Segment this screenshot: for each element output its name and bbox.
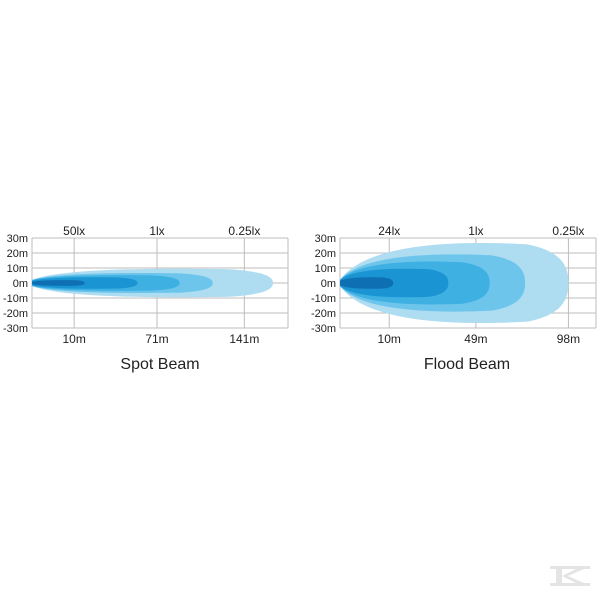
lux-label: 50lx — [63, 224, 85, 238]
y-tick-label: -30m — [311, 323, 336, 335]
beam-contour — [340, 277, 394, 289]
beam-contour — [340, 268, 449, 298]
y-tick-label: 20m — [315, 248, 336, 260]
y-tick-label: -10m — [311, 293, 336, 305]
beam-contour — [32, 280, 85, 286]
distance-label: 10m — [62, 332, 85, 346]
y-tick-label: 10m — [315, 263, 336, 275]
y-tick-label: 0m — [13, 278, 28, 290]
flood-beam-chart: 30m 20m 10m 0m -10m -20m -30m 24lx 1lx 0.25lx 10m 4… — [311, 224, 597, 373]
y-tick-label: 30m — [315, 233, 336, 245]
lux-label: 1lx — [149, 224, 164, 238]
lux-label: 0.25lx — [228, 224, 260, 238]
distance-label: 141m — [229, 332, 259, 346]
y-tick-label: -20m — [311, 308, 336, 320]
y-tick-label: -30m — [3, 323, 28, 335]
distance-label: 49m — [464, 332, 487, 346]
chart-title: Flood Beam — [424, 356, 510, 373]
lux-label: 0.25lx — [552, 224, 584, 238]
chart-title: Spot Beam — [120, 356, 199, 373]
spot-beam-chart: 30m 20m 10m 0m -10m -20m -30m 50lx 1lx 0.25lx 10m 7… — [3, 224, 289, 373]
distance-label: 71m — [145, 332, 168, 346]
y-tick-label: 30m — [7, 233, 28, 245]
distance-label: 10m — [378, 332, 401, 346]
lux-label: 24lx — [378, 224, 400, 238]
y-tick-label: 20m — [7, 248, 28, 260]
lux-label: 1lx — [468, 224, 483, 238]
k-logo-icon — [550, 566, 590, 586]
y-tick-label: -10m — [3, 293, 28, 305]
y-tick-label: 10m — [7, 263, 28, 275]
y-tick-label: -20m — [3, 308, 28, 320]
distance-label: 98m — [557, 332, 580, 346]
y-tick-label: 0m — [321, 278, 336, 290]
